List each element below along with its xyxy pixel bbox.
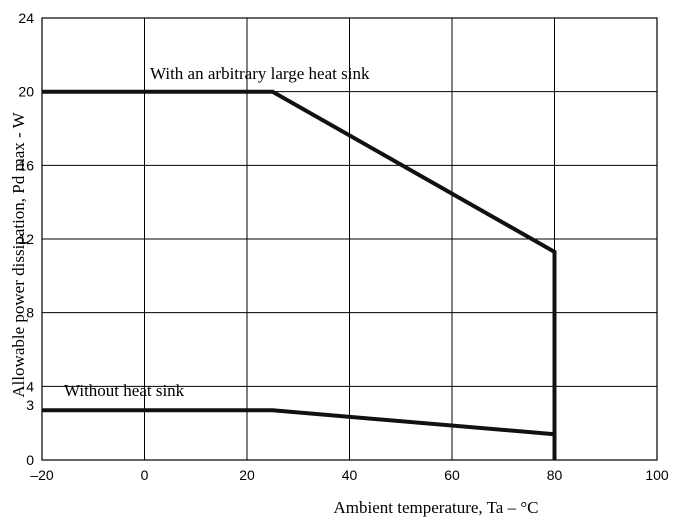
y-tick-label: 12 [18,231,34,247]
plot-frame [41,17,658,461]
x-tick-label: 100 [645,467,669,483]
x-tick-label: –20 [30,467,54,483]
series-annotation-2: Without heat sink [64,381,185,400]
y-tick-label: 4 [26,378,34,394]
x-tick-labels: –20 0 20 40 60 80 100 [30,467,669,483]
series-annotation-1: With an arbitrary large heat sink [150,64,370,83]
series-line-1 [42,89,557,460]
y-tick-label: 24 [18,10,34,26]
x-tick-label: 20 [239,467,255,483]
series-lines [42,89,557,460]
y-tick-label: 3 [26,397,34,413]
series-annotations: With an arbitrary large heat sink Without… [64,64,370,400]
y-axis-label: Allowable power dissipation, Pd max - W [9,111,28,397]
series-line-2 [42,408,555,437]
x-tick-label: 60 [444,467,460,483]
x-tick-label: 0 [141,467,149,483]
x-axis-label: Ambient temperature, Ta – °C [334,498,539,517]
y-tick-label: 8 [26,305,34,321]
x-tick-label: 80 [547,467,563,483]
y-tick-labels: 0 3 4 8 12 16 20 24 [18,10,34,468]
x-tick-label: 40 [342,467,358,483]
y-tick-label: 16 [18,157,34,173]
y-tick-label: 20 [18,84,34,100]
y-tick-label: 0 [26,452,34,468]
